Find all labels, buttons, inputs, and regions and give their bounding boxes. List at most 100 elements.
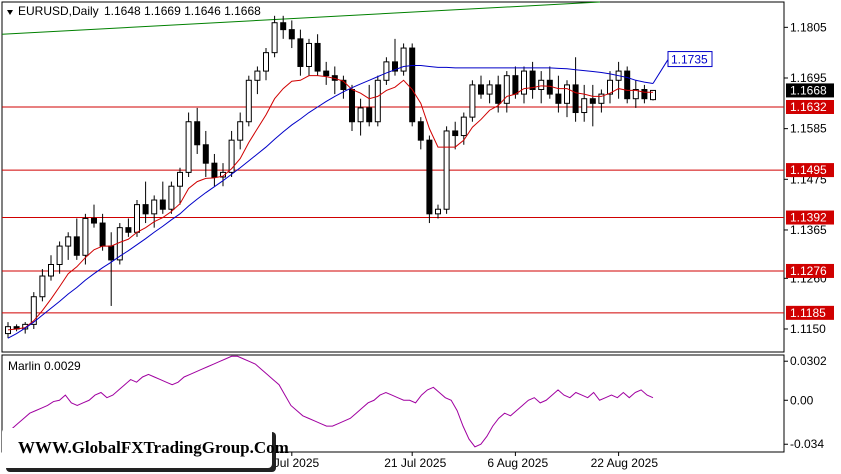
candle-body	[99, 222, 106, 247]
slow-ma-tag-label: 1.1735	[671, 53, 708, 67]
candle-body	[357, 107, 364, 123]
candle-body	[56, 245, 63, 266]
level-tag	[786, 305, 834, 320]
level-tags: 1.1632 1.1495 1.1392 1.1276 1.1185 1.1668 1.17…	[652, 51, 834, 320]
candle-body	[254, 70, 261, 81]
candle-body	[91, 217, 97, 224]
candle-body	[374, 79, 381, 123]
candle-body	[435, 208, 441, 215]
chevron-down-icon[interactable]	[7, 10, 13, 15]
candle-body	[297, 38, 304, 67]
candle-body	[48, 264, 54, 277]
candle-body	[125, 227, 132, 233]
candle-body	[168, 185, 175, 210]
candle-body	[521, 70, 527, 95]
candle-body	[73, 236, 80, 256]
horizontal-levels	[2, 106, 784, 314]
moving-averages	[7, 65, 654, 339]
candle-body	[538, 79, 545, 91]
candle-body	[392, 61, 398, 72]
trend-line	[1, 1, 601, 35]
current-price-tag	[786, 83, 834, 98]
candle-body	[65, 236, 72, 247]
candle-body	[142, 204, 149, 215]
candle-body	[589, 98, 596, 104]
candle-body	[306, 42, 312, 67]
indicator-axis: 0.0302 0.00 -0.034	[784, 354, 827, 451]
price-tick-label: 1.1150	[790, 322, 826, 336]
candle-body	[641, 89, 648, 100]
level-tag	[786, 100, 834, 114]
time-tick-label: 22 Aug 2025	[591, 456, 659, 470]
candle-body	[607, 79, 613, 95]
price-tick-label: 1.1805	[790, 20, 827, 34]
candle-body	[572, 84, 579, 114]
candle-body	[529, 70, 536, 91]
candle-body	[495, 84, 502, 104]
watermark: WWW.GlobalFXTradingGroup.Com	[2, 428, 289, 468]
time-tick-label: 6 Aug 2025	[487, 456, 548, 470]
fast-ma-line[interactable]	[7, 75, 653, 331]
slow-ma-line[interactable]	[7, 65, 654, 339]
candle-body	[486, 84, 493, 95]
candle-body	[202, 144, 209, 164]
chart-header-ohlc: 1.1648 1.1669 1.1646 1.1668	[104, 4, 261, 18]
candle-body	[469, 84, 476, 118]
candle-body	[443, 130, 450, 210]
slow-ma-leader	[652, 59, 669, 84]
candle-body	[194, 121, 201, 146]
level-tag	[786, 163, 834, 178]
candle-body	[228, 139, 235, 173]
candle-body	[151, 199, 158, 215]
candle-body	[323, 70, 330, 77]
level-tag-label: 1.1276	[790, 264, 827, 278]
candle-body	[134, 204, 140, 233]
candle-body	[400, 47, 407, 72]
candle-body	[349, 89, 355, 123]
indicator-label: Marlin 0.0029	[8, 359, 81, 373]
candle-body	[280, 22, 287, 31]
candle-body	[220, 171, 226, 178]
candle-body	[409, 47, 416, 123]
candle-body	[39, 275, 46, 298]
candle-body	[624, 70, 631, 100]
candle-body	[340, 79, 347, 91]
candle-body	[30, 296, 37, 325]
price-axis: 1.18051.16951.15851.14751.13651.12601.11…	[784, 20, 827, 336]
time-tick-label: 3 Jul 2025	[264, 456, 320, 470]
current-price-label: 1.1668	[790, 83, 827, 97]
price-tick-label: 1.1585	[790, 122, 827, 136]
time-axis: 3 Jul 2025 21 Jul 2025 6 Aug 2025 22 Aug 20…	[264, 452, 659, 470]
candle-body	[426, 139, 433, 215]
level-tag-label: 1.1632	[790, 100, 827, 114]
indicator-tick-label: 0.0302	[790, 354, 827, 368]
candle-body	[288, 29, 295, 40]
time-tick-label: 21 Jul 2025	[384, 456, 446, 470]
candle-body	[478, 84, 484, 95]
indicator-tick-label: -0.034	[790, 437, 824, 451]
candle-body	[159, 199, 166, 210]
candle-body	[263, 52, 269, 72]
candle-body	[82, 217, 89, 256]
candle-body	[564, 84, 570, 104]
level-tag-label: 1.1495	[790, 163, 827, 177]
trend-line-segment[interactable]	[1, 1, 601, 35]
slow-ma-tag	[667, 51, 713, 68]
price-tick-label: 1.1365	[790, 223, 827, 237]
candle-body	[452, 130, 459, 137]
candle-body	[512, 75, 519, 95]
candle-body	[632, 89, 639, 100]
level-tag-label: 1.1392	[790, 211, 827, 225]
marlin-series[interactable]	[5, 355, 654, 448]
candle-body	[245, 79, 252, 123]
price-tick-label: 1.1695	[790, 71, 827, 85]
candle-body	[503, 75, 510, 104]
candle-body	[185, 121, 192, 173]
price-pane-frame	[1, 1, 785, 353]
candle-body	[460, 116, 467, 137]
level-tag-label: 1.1185	[790, 306, 826, 320]
candle-body	[417, 121, 424, 141]
candle-body	[650, 89, 656, 101]
indicator-tick-label: 0.00	[790, 393, 814, 407]
